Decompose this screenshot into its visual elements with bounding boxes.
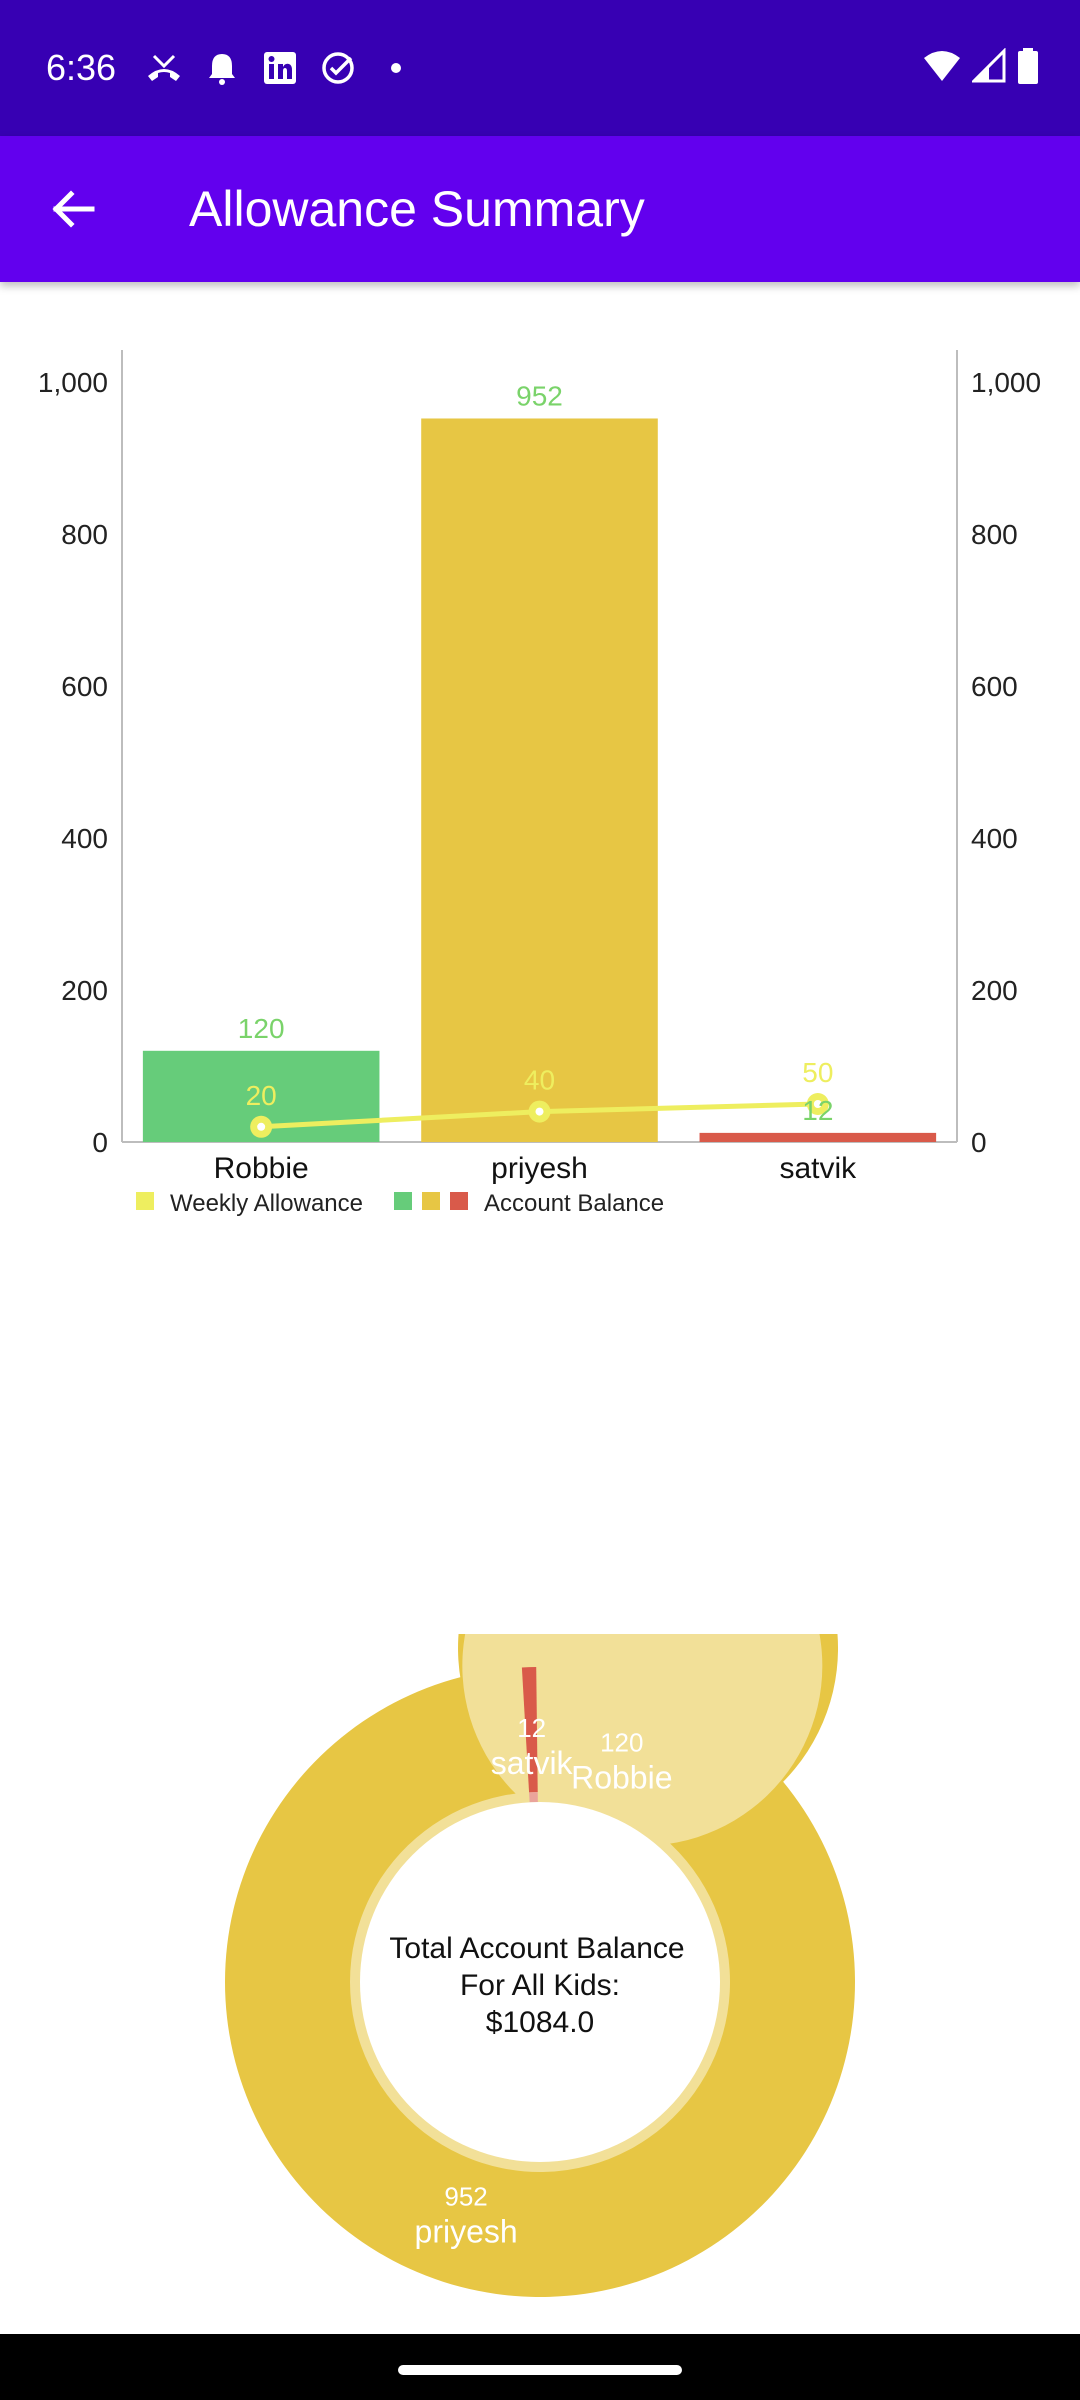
y-tick-label-right: 1,000 xyxy=(971,367,1041,398)
y-tick-label-right: 200 xyxy=(971,975,1018,1006)
chart-axes: 0 0 200 200 400 400 600 600 800 800 1,000 1,000 Robb… xyxy=(38,350,1041,1185)
back-button[interactable] xyxy=(30,166,116,252)
donut-slice-value: 12 xyxy=(517,1713,546,1743)
app-bar: Allowance Summary xyxy=(0,136,1080,282)
bar-value-label: 12 xyxy=(802,1095,833,1126)
signal-icon xyxy=(970,46,1006,89)
donut-slice-label: Robbie xyxy=(571,1759,672,1795)
y-tick-label-left: 0 xyxy=(92,1127,108,1158)
center-text-total: $1084.0 xyxy=(486,2006,594,2039)
legend-swatch-priyesh xyxy=(422,1192,440,1210)
dot-icon xyxy=(367,44,425,92)
y-tick-label-right: 800 xyxy=(971,519,1018,550)
donut-slice-label: priyesh xyxy=(415,2213,518,2249)
alarm-icon xyxy=(193,44,251,92)
y-tick-label-right: 0 xyxy=(971,1127,987,1158)
chart-bars xyxy=(142,418,937,1143)
account-balance-bar-chart: 0 0 200 200 400 400 600 600 800 800 1,000 1,000 Robb… xyxy=(38,350,1041,1217)
arrow-back-icon xyxy=(52,190,95,228)
y-tick-label-left: 800 xyxy=(61,519,108,550)
status-bar: 6:36 xyxy=(0,0,1080,136)
legend-swatch-weekly-allowance xyxy=(136,1192,154,1210)
donut-slice-value: 952 xyxy=(444,2181,487,2211)
legend-label-weekly-allowance: Weekly Allowance xyxy=(170,1190,363,1217)
bar-satvik[interactable] xyxy=(699,1132,937,1142)
x-tick-label: Robbie xyxy=(214,1152,309,1185)
x-tick-label: satvik xyxy=(779,1152,857,1185)
donut-slice-satvik[interactable] xyxy=(521,1667,538,1793)
linkedin-icon xyxy=(251,44,309,92)
legend-label-account-balance: Account Balance xyxy=(484,1190,664,1217)
allowance-value-label: 40 xyxy=(524,1065,555,1096)
y-tick-label-left: 400 xyxy=(61,823,108,854)
chart-legend: Weekly Allowance Account Balance xyxy=(136,1190,664,1217)
donut-center-text: Total Account Balance For All Kids: $108… xyxy=(389,1932,684,2039)
allowance-point-hole xyxy=(257,1122,266,1131)
bar-value-label: 120 xyxy=(238,1013,285,1044)
wifi-icon xyxy=(922,48,962,89)
legend-swatch-satvik xyxy=(450,1192,468,1210)
bar-value-label: 952 xyxy=(516,380,563,411)
donut-hole xyxy=(360,1802,720,2162)
y-tick-label-left: 200 xyxy=(61,975,108,1006)
y-tick-label-left: 1,000 xyxy=(38,367,108,398)
x-tick-label: priyesh xyxy=(491,1152,588,1185)
home-gesture-handle[interactable] xyxy=(398,2365,682,2375)
allowance-point-hole xyxy=(535,1107,544,1116)
donut-slice-value: 120 xyxy=(600,1727,643,1757)
center-text-line2: For All Kids: xyxy=(460,1969,620,2002)
allowance-value-label: 50 xyxy=(802,1057,833,1088)
status-icons-right xyxy=(922,44,1040,92)
y-tick-label-right: 600 xyxy=(971,671,1018,702)
page-title: Allowance Summary xyxy=(189,181,645,237)
chart-labels: 120 952 12 20 40 50 xyxy=(238,380,834,1125)
bar-priyesh[interactable] xyxy=(421,418,658,1143)
y-tick-label-right: 400 xyxy=(971,823,1018,854)
battery-icon xyxy=(1016,47,1040,90)
donut-slices xyxy=(225,1634,855,2297)
missed-call-icon xyxy=(135,44,193,92)
donut-slice-label: satvik xyxy=(491,1745,574,1781)
check-circle-icon xyxy=(309,44,367,92)
chart-allowance-line xyxy=(250,1093,829,1138)
allowance-value-label: 20 xyxy=(246,1080,277,1111)
allowance-point-hole xyxy=(813,1100,822,1108)
y-tick-label-left: 600 xyxy=(61,671,108,702)
center-text-line1: Total Account Balance xyxy=(389,1932,684,1965)
donut-inner-ring-satvik xyxy=(529,1792,538,1803)
status-icons-left xyxy=(135,44,425,92)
legend-swatch-robbie xyxy=(394,1192,412,1210)
status-time: 6:36 xyxy=(46,47,117,88)
